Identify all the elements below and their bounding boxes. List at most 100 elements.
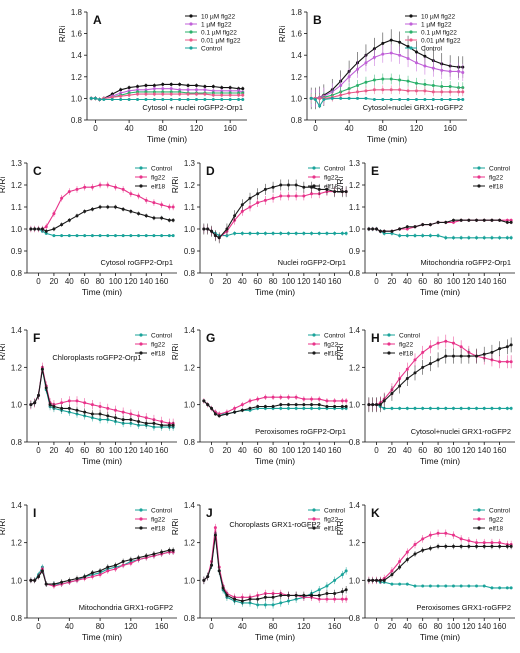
data-point — [279, 601, 283, 605]
data-point — [482, 236, 486, 240]
panel-letter: G — [206, 331, 215, 345]
data-point — [33, 401, 37, 405]
x-tick-label: 40 — [345, 124, 354, 133]
series-line — [203, 184, 347, 239]
legend-label: 0.1 µM flg22 — [421, 29, 457, 36]
data-point — [271, 231, 275, 235]
data-point — [436, 234, 440, 238]
data-point — [90, 403, 94, 407]
data-point — [440, 68, 444, 72]
data-point — [381, 52, 385, 56]
y-tick-label: 1.2 — [291, 73, 303, 82]
data-point — [263, 395, 267, 399]
data-point — [206, 575, 210, 579]
data-point — [318, 96, 322, 100]
data-point — [459, 406, 463, 410]
data-point — [367, 578, 371, 582]
panel-k: 0 20 40 60 80 100 120 140 160 0.8 1.0 1.2 1.4 Time (m… — [335, 501, 515, 642]
data-point — [213, 526, 217, 530]
data-point — [217, 414, 221, 418]
data-point — [325, 584, 329, 588]
y-tick-label: 1.4 — [349, 501, 361, 510]
data-point — [436, 358, 440, 362]
legend-label: elf18 — [489, 525, 503, 532]
data-point — [98, 183, 102, 187]
data-point — [509, 343, 513, 347]
x-axis-title: Time (min) — [82, 456, 122, 466]
y-tick-label: 1.2 — [184, 363, 196, 372]
data-point — [279, 406, 283, 410]
data-point — [102, 97, 106, 101]
legend-label: Control — [324, 165, 346, 172]
data-point — [414, 89, 418, 93]
data-point — [461, 90, 465, 94]
legend-swatch-marker — [387, 351, 391, 355]
x-tick-label: 120 — [297, 622, 311, 631]
data-point — [237, 97, 241, 101]
series-flg22_0_01uM — [309, 85, 465, 103]
series-flg22_0_01uM — [89, 91, 245, 102]
data-point — [405, 367, 409, 371]
x-tick-label: 40 — [238, 277, 247, 286]
legend-swatch-marker — [477, 175, 481, 179]
data-point — [286, 593, 290, 597]
legend-label: flg22 — [399, 341, 413, 348]
y-tick-label: 1.0 — [184, 225, 196, 234]
data-point — [240, 408, 244, 412]
data-point — [286, 194, 290, 198]
panel-letter: F — [33, 331, 40, 345]
data-point — [340, 399, 344, 403]
series-control — [29, 227, 175, 238]
data-point — [44, 229, 48, 233]
y-tick-label: 0.8 — [184, 438, 196, 447]
data-point — [372, 78, 376, 82]
x-tick-label: 20 — [49, 446, 58, 455]
y-tick-label: 1.4 — [184, 326, 196, 335]
y-tick-label: 1.1 — [184, 203, 196, 212]
data-point — [339, 93, 343, 97]
data-point — [220, 93, 224, 97]
data-point — [169, 87, 173, 91]
legend-swatch-marker — [189, 22, 193, 26]
series-elf18 — [367, 337, 513, 413]
data-point — [467, 584, 471, 588]
series-flg22 — [367, 529, 513, 585]
data-point — [89, 96, 93, 100]
y-tick-label: 1.2 — [349, 181, 361, 190]
data-point — [210, 406, 214, 410]
series-flg22 — [29, 549, 175, 589]
data-point — [294, 395, 298, 399]
data-point — [322, 97, 326, 101]
data-point — [389, 51, 393, 55]
x-tick-label: 20 — [222, 277, 231, 286]
data-point — [344, 405, 348, 409]
legend-label: elf18 — [151, 525, 165, 532]
data-point — [144, 214, 148, 218]
data-point — [340, 190, 344, 194]
data-point — [398, 384, 402, 388]
data-point — [344, 588, 348, 592]
x-tick-label: 40 — [403, 277, 412, 286]
data-point — [398, 78, 402, 82]
data-point — [509, 544, 513, 548]
x-tick-label: 60 — [80, 277, 89, 286]
x-tick-label: 120 — [462, 446, 476, 455]
data-point — [413, 552, 417, 556]
y-axis-title: R/Ri — [335, 344, 345, 361]
data-point — [367, 227, 371, 231]
y-tick-label: 1.6 — [71, 30, 83, 39]
data-point — [413, 371, 417, 375]
data-point — [371, 227, 375, 231]
data-point — [431, 97, 435, 101]
data-point — [240, 599, 244, 603]
data-point — [505, 586, 509, 590]
data-point — [171, 205, 175, 209]
y-axis-title: R/Ri — [170, 344, 180, 361]
legend-swatch-marker — [477, 508, 481, 512]
x-tick-label: 40 — [403, 446, 412, 455]
data-point — [40, 367, 44, 371]
legend-swatch-marker — [189, 14, 193, 18]
data-point — [52, 227, 56, 231]
data-point — [213, 234, 217, 238]
data-point — [52, 212, 56, 216]
